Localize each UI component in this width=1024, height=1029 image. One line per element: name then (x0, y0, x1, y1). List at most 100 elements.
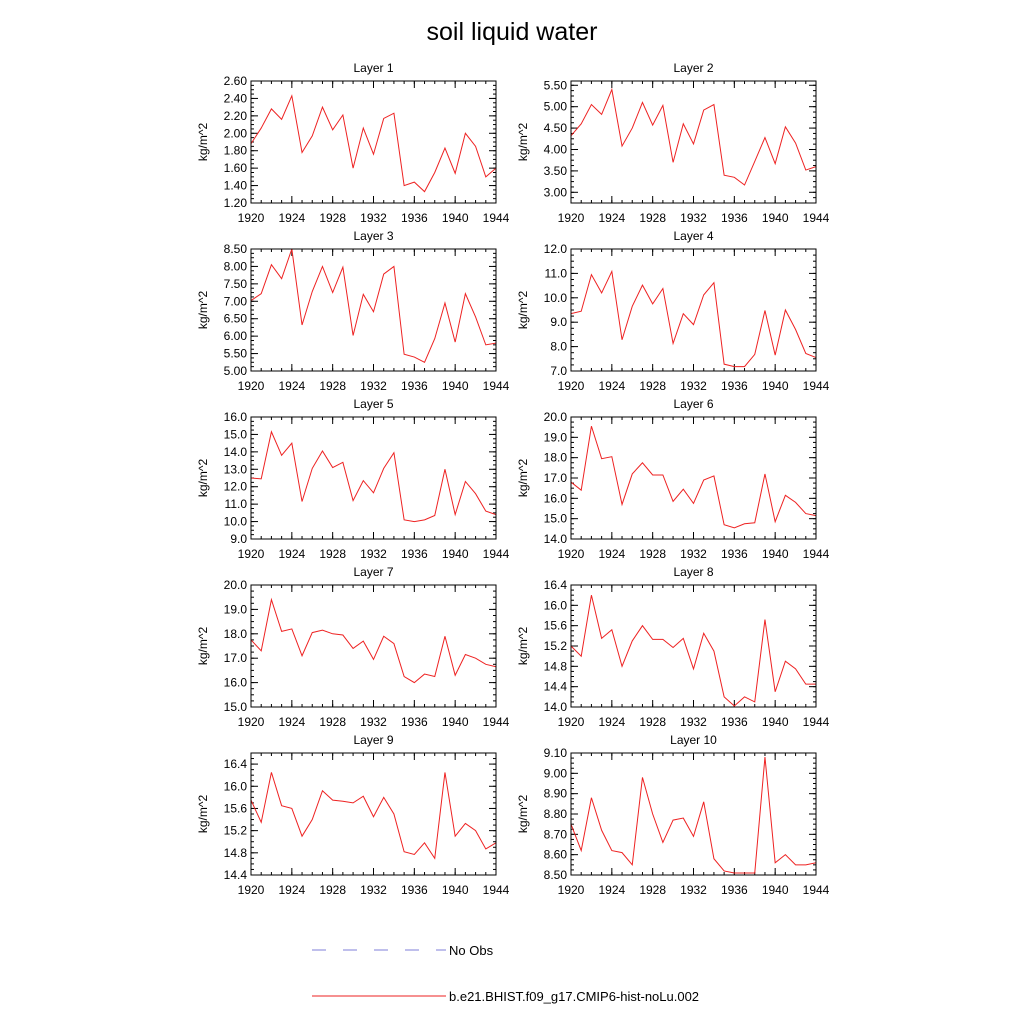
x-tick-label: 1936 (401, 547, 428, 561)
x-tick-label: 1932 (360, 379, 387, 393)
plot-frame (250, 416, 497, 540)
y-tick-label: 16.4 (544, 578, 568, 592)
x-tick-label: 1936 (721, 211, 748, 225)
main-title: soil liquid water (427, 18, 598, 46)
plot-frame (250, 248, 497, 372)
y-tick-label: 14.8 (224, 846, 248, 860)
y-tick-label: 16.0 (224, 779, 248, 793)
x-tick-label: 1928 (319, 883, 346, 897)
panel-title: Layer 6 (673, 397, 713, 411)
panel-title: Layer 9 (353, 733, 393, 747)
y-tick-label: 2.00 (224, 126, 248, 140)
y-tick-label: 13.0 (224, 462, 248, 476)
panel-layer-9: Layer 9 kg/m^2 1920 1924 1928 1932 1936 1940 194… (196, 733, 510, 897)
x-tick-label: 1936 (721, 883, 748, 897)
legend-no-obs-label: No Obs (449, 943, 494, 958)
y-tick-label: 11.0 (545, 266, 568, 280)
x-tick-label: 1936 (401, 379, 428, 393)
y-tick-label: 10.0 (544, 291, 568, 305)
x-tick-label: 1932 (360, 883, 387, 897)
y-tick-label: 16.4 (224, 757, 248, 771)
series-line-1 (570, 269, 817, 368)
series-line-1 (570, 757, 817, 874)
series-line-1 (250, 248, 497, 363)
y-tick-label: 8.60 (544, 848, 568, 862)
series-line-1 (250, 94, 497, 193)
x-tick-label: 1940 (442, 883, 469, 897)
plot-frame (570, 752, 817, 876)
x-tick-label: 1944 (803, 715, 830, 729)
x-tick-label: 1932 (680, 715, 707, 729)
legend: No Obs b.e21.BHIST.f09_g17.CMIP6-hist-no… (312, 943, 699, 1004)
x-tick-label: 1928 (639, 883, 666, 897)
plot-frame (250, 752, 497, 876)
y-tick-label: 6.00 (224, 329, 248, 343)
y-axis-label: kg/m^2 (196, 123, 210, 162)
y-axis-label: kg/m^2 (196, 627, 210, 666)
x-tick-label: 1932 (680, 211, 707, 225)
panel-layer-4: Layer 4 kg/m^2 1920 1924 1928 1932 1936 1940 194… (516, 229, 830, 393)
y-tick-label: 18.0 (544, 451, 568, 465)
y-tick-label: 9.0 (550, 315, 567, 329)
y-tick-label: 4.50 (544, 121, 568, 135)
y-tick-label: 9.0 (230, 532, 247, 546)
x-tick-label: 1928 (639, 211, 666, 225)
y-axis-label: kg/m^2 (516, 795, 530, 834)
x-tick-label: 1940 (762, 211, 789, 225)
x-tick-label: 1940 (762, 715, 789, 729)
panel-layer-10: Layer 10 kg/m^2 1920 1924 1928 1932 1936 1940 19… (516, 733, 830, 897)
panel-layer-7: Layer 7 kg/m^2 1920 1924 1928 1932 1936 1940 194… (196, 565, 510, 729)
y-tick-label: 2.40 (224, 91, 248, 105)
x-tick-label: 1920 (238, 883, 265, 897)
panel-layer-3: Layer 3 kg/m^2 1920 1924 1928 1932 1936 1940 194… (196, 229, 510, 393)
y-tick-label: 5.00 (224, 364, 248, 378)
y-tick-label: 12.0 (544, 242, 568, 256)
y-tick-label: 16.0 (544, 598, 568, 612)
x-tick-label: 1924 (598, 547, 625, 561)
x-tick-label: 1940 (442, 715, 469, 729)
y-tick-label: 15.0 (224, 700, 248, 714)
x-tick-label: 1920 (558, 547, 585, 561)
x-tick-label: 1928 (319, 211, 346, 225)
x-tick-label: 1944 (483, 547, 510, 561)
x-tick-label: 1944 (483, 883, 510, 897)
y-tick-label: 8.70 (544, 827, 568, 841)
panel-title: Layer 7 (353, 565, 393, 579)
x-tick-label: 1944 (483, 211, 510, 225)
x-tick-label: 1924 (278, 547, 305, 561)
panel-title: Layer 8 (673, 565, 713, 579)
series-line-1 (250, 430, 497, 523)
y-tick-label: 15.6 (544, 619, 568, 633)
y-tick-label: 5.00 (544, 100, 568, 114)
x-tick-label: 1932 (360, 715, 387, 729)
x-tick-label: 1924 (278, 883, 305, 897)
x-tick-label: 1920 (238, 379, 265, 393)
x-tick-label: 1924 (598, 211, 625, 225)
y-tick-label: 15.0 (544, 512, 568, 526)
x-tick-label: 1940 (762, 379, 789, 393)
x-tick-label: 1928 (319, 715, 346, 729)
plot-frame (570, 248, 817, 372)
x-tick-label: 1944 (483, 715, 510, 729)
y-tick-label: 14.4 (224, 868, 248, 882)
x-tick-label: 1920 (238, 715, 265, 729)
panel-title: Layer 5 (353, 397, 393, 411)
x-tick-label: 1932 (680, 547, 707, 561)
x-tick-label: 1920 (558, 883, 585, 897)
panels-grid: Layer 1 kg/m^2 1920 1924 1928 1932 1936 1940 194… (196, 61, 830, 897)
plot-frame (570, 416, 817, 540)
y-tick-label: 16.0 (224, 676, 248, 690)
y-tick-label: 14.4 (544, 680, 568, 694)
y-tick-label: 7.00 (224, 294, 248, 308)
y-tick-label: 11.0 (225, 497, 248, 511)
series-line-1 (250, 772, 497, 860)
x-tick-label: 1940 (442, 547, 469, 561)
panel-title: Layer 10 (670, 733, 717, 747)
x-tick-label: 1924 (598, 379, 625, 393)
panel-title: Layer 2 (673, 61, 713, 75)
x-tick-label: 1932 (360, 547, 387, 561)
panel-title: Layer 1 (353, 61, 393, 75)
y-tick-label: 15.0 (224, 427, 248, 441)
